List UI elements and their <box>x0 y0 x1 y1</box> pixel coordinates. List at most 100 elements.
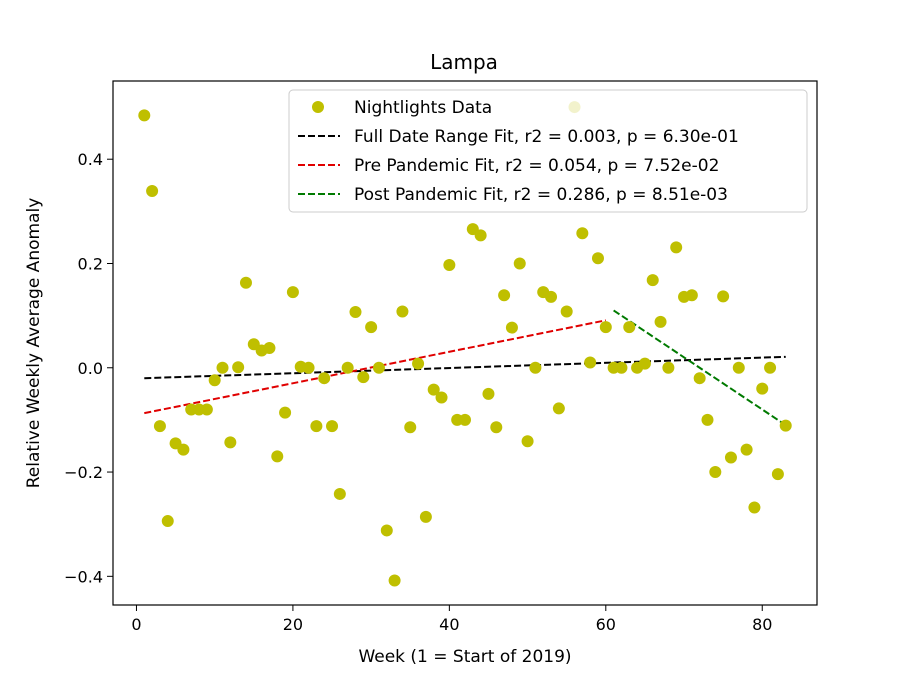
data-point <box>357 371 370 384</box>
data-point <box>615 361 628 374</box>
data-point <box>748 501 761 514</box>
y-tick-label: 0.4 <box>78 150 103 169</box>
y-tick-label: 0.0 <box>78 359 103 378</box>
data-point <box>138 109 151 122</box>
data-points <box>138 101 792 587</box>
data-point <box>271 450 284 463</box>
x-axis: 0 20 40 60 80 <box>131 605 772 634</box>
y-tick-label: 0.2 <box>78 254 103 273</box>
data-point <box>529 361 542 374</box>
legend-full-range-fit: Full Date Range Fit, r2 = 0.003, p = 6.3… <box>298 127 739 147</box>
legend-label: Full Date Range Fit, r2 = 0.003, p = 6.3… <box>354 127 739 147</box>
data-point <box>216 361 229 374</box>
data-point <box>333 487 346 500</box>
data-point <box>584 356 597 369</box>
data-point <box>709 466 722 479</box>
y-axis-label: Relative Weekly Average Anomaly <box>24 198 44 489</box>
y-axis: −0.4 −0.2 0.0 0.2 0.4 <box>64 150 113 586</box>
data-point <box>388 574 401 587</box>
data-point <box>724 451 737 464</box>
data-point <box>177 443 190 456</box>
x-axis-label: Week (1 = Start of 2019) <box>358 647 571 667</box>
data-point <box>756 382 769 395</box>
data-point <box>435 391 448 404</box>
x-tick-label: 20 <box>283 615 303 634</box>
data-point <box>482 387 495 400</box>
legend-post-pandemic-fit: Post Pandemic Fit, r2 = 0.286, p = 8.51e… <box>298 185 728 205</box>
data-point <box>474 229 487 242</box>
data-point <box>732 361 745 374</box>
legend-nightlights-data: Nightlights Data <box>312 98 492 118</box>
plot-frame <box>112 80 818 606</box>
data-point <box>576 227 589 240</box>
data-point <box>153 420 166 433</box>
data-point <box>427 383 440 396</box>
y-tick-label: −0.4 <box>64 567 103 586</box>
data-point <box>623 321 636 334</box>
data-point <box>200 403 213 416</box>
legend-marker <box>312 101 324 113</box>
data-point <box>599 321 612 334</box>
data-point <box>310 420 323 433</box>
data-point <box>232 361 245 374</box>
data-point <box>443 259 456 272</box>
data-point <box>349 305 362 318</box>
legend: Nightlights Data Full Date Range Fit, r2 … <box>288 89 808 213</box>
data-point <box>239 276 252 289</box>
data-point <box>670 241 683 254</box>
x-tick-label: 80 <box>752 615 772 634</box>
data-point <box>208 374 221 387</box>
data-point <box>404 421 417 434</box>
data-point <box>318 372 331 385</box>
data-point <box>740 443 753 456</box>
data-point <box>560 305 573 318</box>
data-point <box>552 402 565 415</box>
data-point <box>380 524 393 537</box>
data-point <box>505 321 518 334</box>
data-point <box>396 305 409 318</box>
legend-entries: Nightlights Data Full Date Range Fit, r2 … <box>298 98 739 205</box>
data-point <box>662 361 675 374</box>
data-point <box>693 372 706 385</box>
legend-frame <box>288 89 808 213</box>
data-point <box>764 361 777 374</box>
x-tick-label: 40 <box>439 615 459 634</box>
x-tick-label: 60 <box>596 615 616 634</box>
full-range-fit-line <box>144 355 786 380</box>
legend-label: Post Pandemic Fit, r2 = 0.286, p = 8.51e… <box>354 185 728 205</box>
legend-label: Pre Pandemic Fit, r2 = 0.054, p = 7.52e-… <box>354 156 719 176</box>
legend-label: Nightlights Data <box>354 98 492 118</box>
data-point <box>412 357 425 370</box>
data-point <box>372 361 385 374</box>
data-point <box>341 361 354 374</box>
data-point <box>771 468 784 481</box>
legend-pre-pandemic-fit: Pre Pandemic Fit, r2 = 0.054, p = 7.52e-… <box>298 156 719 176</box>
data-point <box>263 341 276 354</box>
data-point <box>146 185 159 198</box>
data-point <box>302 361 315 374</box>
data-point <box>419 510 432 523</box>
data-point <box>779 419 792 432</box>
data-point <box>513 257 526 270</box>
data-point <box>459 413 471 426</box>
data-point <box>279 406 292 419</box>
data-point <box>498 289 511 302</box>
y-tick-label: −0.2 <box>64 463 103 482</box>
data-point <box>591 252 604 265</box>
data-point <box>646 274 659 287</box>
data-point <box>638 357 651 370</box>
data-point <box>286 286 299 299</box>
data-point <box>490 421 503 434</box>
data-point <box>224 436 237 449</box>
data-point <box>365 321 378 334</box>
data-point <box>654 315 667 328</box>
data-point <box>685 289 698 302</box>
plot-area <box>112 80 818 606</box>
data-point <box>701 413 714 426</box>
data-point <box>161 515 174 528</box>
data-point <box>326 420 339 433</box>
chart-title: Lampa <box>430 50 498 74</box>
data-point <box>521 435 534 448</box>
data-point <box>717 290 730 303</box>
